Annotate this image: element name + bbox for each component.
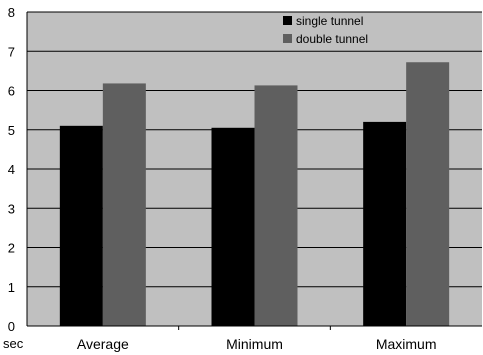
legend-swatch bbox=[283, 34, 292, 43]
x-tick-label: Average bbox=[77, 336, 129, 352]
y-tick-label: 0 bbox=[8, 319, 15, 334]
bar-single-tunnel bbox=[211, 127, 255, 326]
bars bbox=[59, 62, 450, 327]
bar-single-tunnel bbox=[59, 125, 103, 326]
axes bbox=[26, 12, 482, 330]
y-tick-label: 2 bbox=[8, 241, 15, 256]
y-tick-label: 3 bbox=[8, 201, 15, 216]
bar-double-tunnel bbox=[254, 85, 298, 327]
y-axis-unit-label: sec bbox=[3, 336, 24, 351]
legend: single tunnel double tunnel bbox=[283, 14, 368, 46]
x-tick-label: Minimum bbox=[226, 336, 283, 352]
y-tick-label: 7 bbox=[8, 44, 15, 59]
y-tick-label: 5 bbox=[8, 123, 15, 138]
bar-double-tunnel bbox=[406, 62, 450, 327]
legend-label: double tunnel bbox=[296, 32, 368, 46]
y-tick-label: 8 bbox=[8, 5, 15, 20]
y-tick-label: 1 bbox=[8, 280, 15, 295]
y-tick-label: 4 bbox=[8, 162, 15, 177]
x-tick-label: Maximum bbox=[376, 336, 437, 352]
legend-swatch bbox=[283, 16, 292, 25]
bar-single-tunnel bbox=[363, 121, 407, 327]
y-tick-labels: 0 1 2 3 4 5 6 7 8 bbox=[8, 5, 15, 334]
bar-double-tunnel bbox=[102, 83, 146, 326]
y-tick-label: 6 bbox=[8, 84, 15, 99]
x-tick-labels: Average Minimum Maximum bbox=[77, 336, 437, 352]
legend-label: single tunnel bbox=[296, 14, 363, 28]
